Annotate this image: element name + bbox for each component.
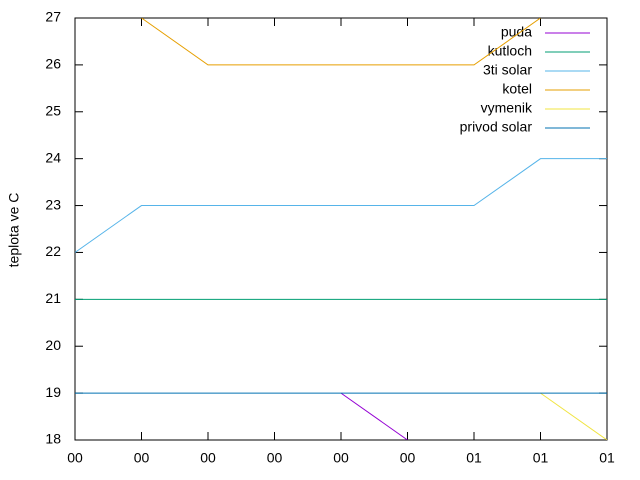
y-axis-label: teplota ve C xyxy=(6,193,22,268)
x-tick-label: 00 xyxy=(400,450,416,466)
series-line xyxy=(75,158,607,253)
x-tick-label: 00 xyxy=(200,450,216,466)
legend-label: privod solar xyxy=(460,119,533,135)
y-tick-label: 25 xyxy=(45,102,61,118)
x-tick-label: 00 xyxy=(67,450,83,466)
legend-label: kutloch xyxy=(488,43,532,59)
y-tick-label: 18 xyxy=(45,431,61,447)
x-tick-label: 01 xyxy=(599,450,615,466)
x-tick-label: 01 xyxy=(533,450,549,466)
series-line xyxy=(340,392,408,440)
legend-label: 3ti solar xyxy=(483,62,532,78)
y-tick-label: 19 xyxy=(45,384,61,400)
x-tick-label: 00 xyxy=(134,450,150,466)
x-tick-label: 00 xyxy=(267,450,283,466)
y-tick-label: 23 xyxy=(45,196,61,212)
plot-frame xyxy=(74,17,608,441)
legend-label: vymenik xyxy=(481,100,533,116)
y-tick-label: 20 xyxy=(45,337,61,353)
series-line xyxy=(141,18,541,66)
y-tick-label: 27 xyxy=(45,9,61,25)
y-tick-label: 21 xyxy=(45,290,61,306)
x-tick-label: 00 xyxy=(333,450,349,466)
x-tick-label: 01 xyxy=(466,450,482,466)
y-tick-label: 22 xyxy=(45,243,61,259)
series-line xyxy=(540,392,607,440)
y-tick-label: 26 xyxy=(45,56,61,72)
y-tick-label: 24 xyxy=(45,149,61,165)
legend-label: puda xyxy=(501,24,532,40)
legend-label: kotel xyxy=(502,81,532,97)
